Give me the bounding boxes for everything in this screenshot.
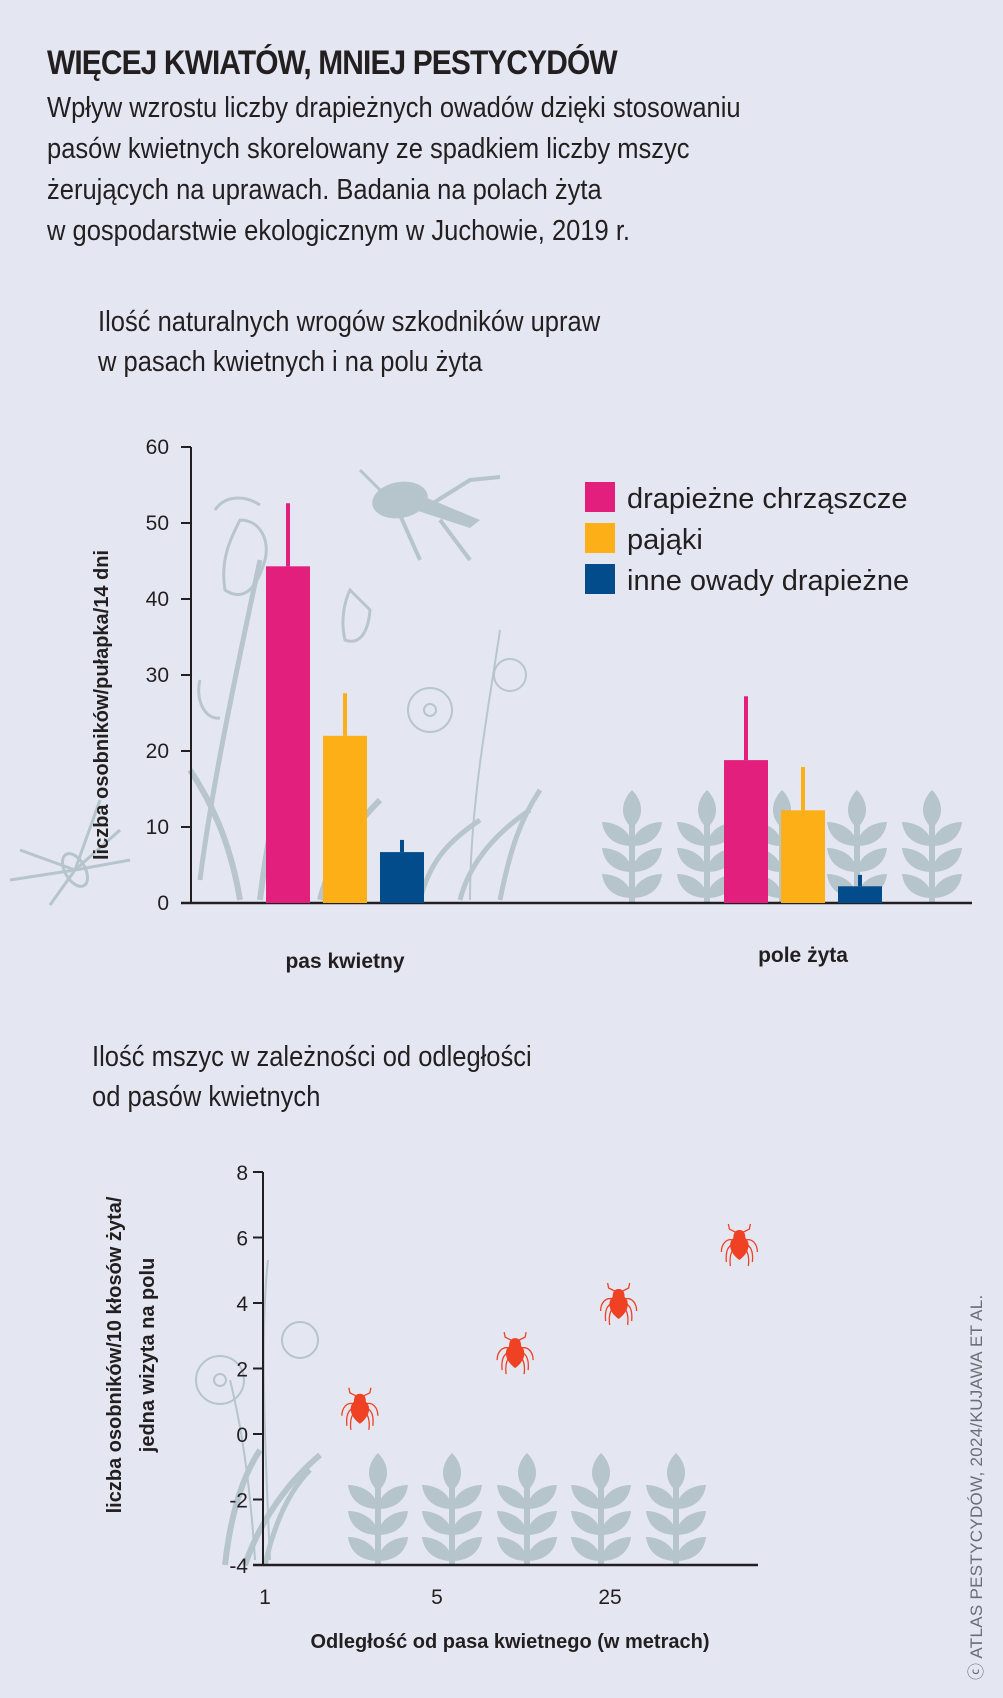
x-tick-label: 5 xyxy=(431,1586,443,1609)
subtitle-line: żerujących na uprawach. Badania na polac… xyxy=(47,174,602,206)
scatter-chart: 8 6 4 2 0 -2 -4 1 5 25 Odległość od pasa kwietnego… xyxy=(104,1162,759,1653)
x-tick-label: 25 xyxy=(598,1586,621,1609)
y-tick-label: 0 xyxy=(236,1424,248,1447)
infographic-subtitle: Wpływ wzrostu liczby drapieżnych owadów … xyxy=(47,88,741,252)
error-bar xyxy=(858,874,862,887)
subtitle-line: pasów kwietnych skorelowany ze spadkiem … xyxy=(47,133,690,165)
wheat-row-bottom xyxy=(348,1453,706,1565)
aphid-marker xyxy=(341,1387,379,1431)
aphid-marker xyxy=(720,1223,759,1267)
scatter-chart-title: Ilość mszyc w zależności od odległości o… xyxy=(92,1037,532,1117)
bar-chart-title-line: w pasach kwietnych i na polu żyta xyxy=(98,346,483,378)
credit-line: ⓒ ATLAS PESTYCYDÓW, 2024/KUJAWA ET AL. xyxy=(967,1294,986,1680)
scatter-chart-title-line: od pasów kwietnych xyxy=(92,1081,321,1113)
y-tick-label: 8 xyxy=(236,1162,248,1185)
y-tick-label: -2 xyxy=(229,1490,248,1513)
error-bar xyxy=(400,839,404,853)
legend-swatch xyxy=(585,482,615,512)
subtitle-line: Wpływ wzrostu liczby drapieżnych owadów … xyxy=(47,92,741,124)
aphid-marker xyxy=(496,1331,534,1375)
flower-illustration-bottom xyxy=(195,1259,322,1566)
category-label: pole żyta xyxy=(758,944,848,967)
y-axis-label: liczba osobników/10 kłosów żyta/ xyxy=(104,1196,126,1513)
y-tick-label: 60 xyxy=(146,436,169,459)
y-tick-label: 40 xyxy=(146,588,169,611)
bar xyxy=(724,760,768,903)
error-bar xyxy=(744,696,748,761)
y-tick-label: 0 xyxy=(157,892,169,915)
bar xyxy=(838,886,882,903)
x-axis-label: Odległość od pasa kwietnego (w metrach) xyxy=(311,1631,710,1653)
error-bar xyxy=(343,693,347,736)
infographic-title: WIĘCEJ KWIATÓW, MNIEJ PESTYCYDÓW xyxy=(47,44,618,82)
bar-chart: 0 10 20 30 40 50 60 liczba osobników/pułapka/14… xyxy=(91,436,972,973)
y-tick-label: 50 xyxy=(146,512,169,535)
error-bar xyxy=(286,503,290,567)
y-tick-label: 2 xyxy=(236,1359,248,1382)
aphid-marker xyxy=(599,1282,638,1326)
error-bar xyxy=(801,766,805,811)
scatter-chart-title-line: Ilość mszyc w zależności od odległości xyxy=(92,1041,532,1073)
y-tick-label: 30 xyxy=(146,664,169,687)
y-tick-label: -4 xyxy=(229,1555,248,1578)
bar xyxy=(266,566,310,903)
bar xyxy=(781,810,825,903)
bar xyxy=(323,735,367,903)
x-tick-label: 1 xyxy=(259,1586,271,1609)
subtitle-line: w gospodarstwie ekologicznym w Juchowie,… xyxy=(47,215,630,247)
legend-label: pająki xyxy=(627,524,703,556)
legend-swatch xyxy=(585,523,615,553)
bar xyxy=(380,852,424,903)
y-tick-label: 6 xyxy=(236,1228,248,1251)
legend-label: inne owady drapieżne xyxy=(627,565,909,597)
bar-chart-title-line: Ilość naturalnych wrogów szkodników upra… xyxy=(98,306,601,338)
legend-swatch xyxy=(585,564,615,594)
bar-chart-title: Ilość naturalnych wrogów szkodników upra… xyxy=(98,302,600,382)
y-tick-label: 20 xyxy=(146,740,169,763)
legend-label: drapieżne chrząszcze xyxy=(627,483,907,515)
y-axis-label: jedna wizyta na polu xyxy=(137,1258,159,1453)
category-label: pas kwietny xyxy=(285,950,404,973)
grasshopper-illustration xyxy=(358,468,501,562)
spider-illustration xyxy=(9,799,131,906)
y-tick-label: 10 xyxy=(146,816,169,839)
y-tick-label: 4 xyxy=(236,1293,248,1316)
y-axis-label: liczba osobników/pułapka/14 dni xyxy=(91,550,113,860)
